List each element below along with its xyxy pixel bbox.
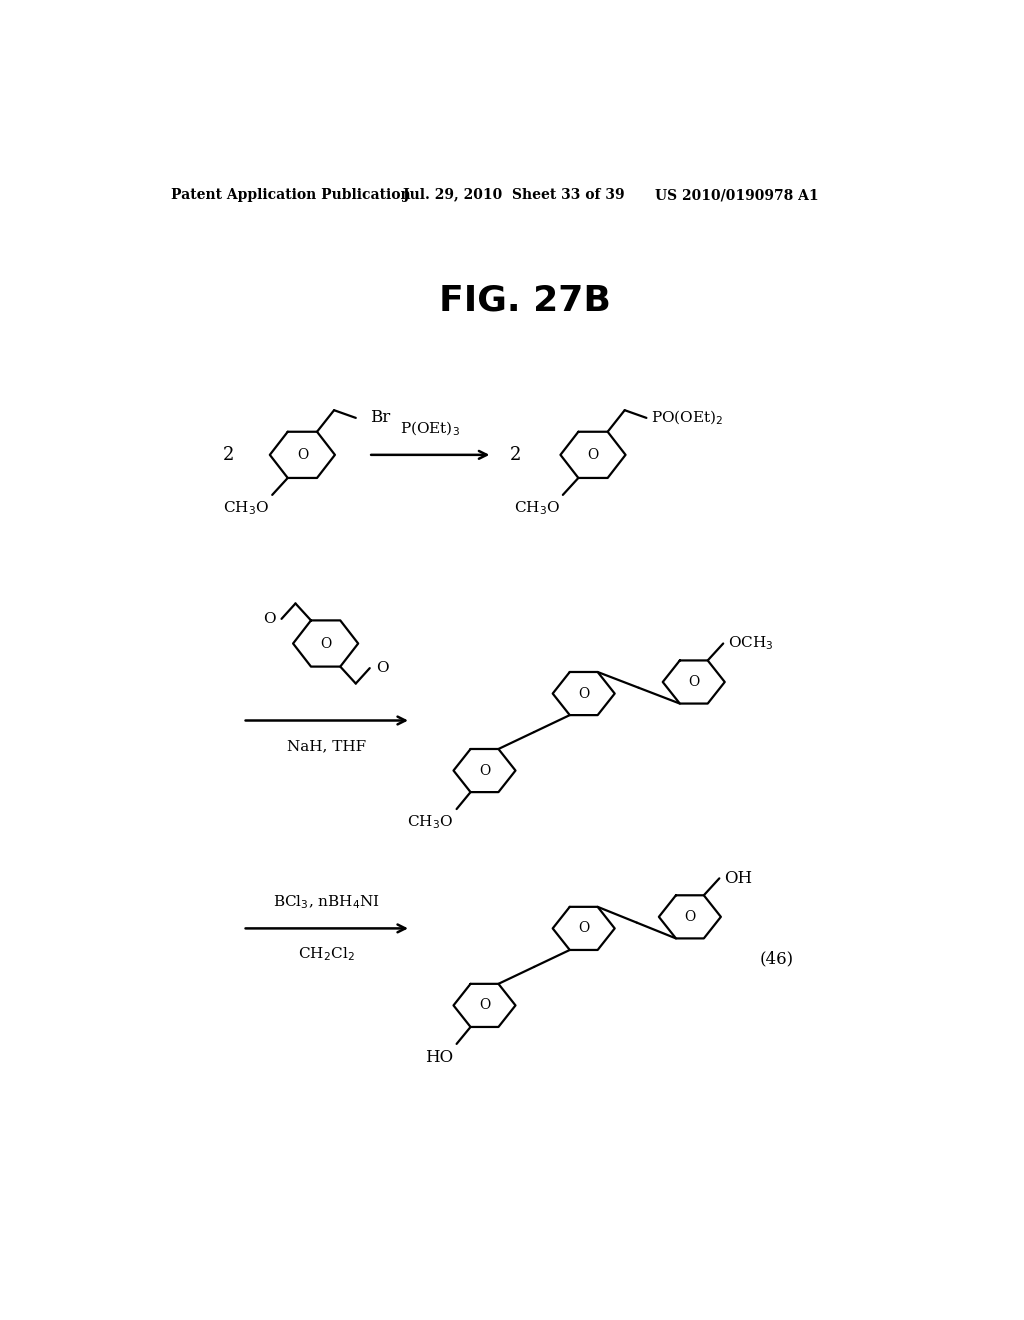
Text: CH$_3$O: CH$_3$O [408, 813, 454, 832]
Text: O: O [479, 763, 490, 777]
Text: O: O [263, 612, 275, 626]
Text: (46): (46) [760, 950, 794, 968]
Text: 2: 2 [510, 446, 521, 463]
Text: O: O [319, 636, 331, 651]
Text: O: O [684, 909, 695, 924]
Text: NaH, THF: NaH, THF [287, 739, 366, 754]
Text: HO: HO [425, 1048, 454, 1065]
Text: Patent Application Publication: Patent Application Publication [171, 189, 411, 202]
Text: O: O [688, 675, 699, 689]
Text: OCH$_3$: OCH$_3$ [728, 635, 773, 652]
Text: O: O [588, 447, 599, 462]
Text: O: O [579, 921, 590, 936]
Text: CH$_2$Cl$_2$: CH$_2$Cl$_2$ [298, 945, 354, 964]
Text: O: O [479, 998, 490, 1012]
Text: BCl$_3$, nBH$_4$NI: BCl$_3$, nBH$_4$NI [272, 894, 380, 911]
Text: FIG. 27B: FIG. 27B [439, 284, 610, 318]
Text: O: O [297, 447, 308, 462]
Text: Br: Br [370, 409, 390, 426]
Text: PO(OEt)$_2$: PO(OEt)$_2$ [651, 409, 723, 428]
Text: US 2010/0190978 A1: US 2010/0190978 A1 [655, 189, 818, 202]
Text: CH$_3$O: CH$_3$O [223, 499, 269, 517]
Text: O: O [376, 661, 388, 675]
Text: Jul. 29, 2010  Sheet 33 of 39: Jul. 29, 2010 Sheet 33 of 39 [403, 189, 625, 202]
Text: OH: OH [724, 870, 752, 887]
Text: CH$_3$O: CH$_3$O [514, 499, 560, 517]
Text: 2: 2 [223, 446, 234, 463]
Text: O: O [579, 686, 590, 701]
Text: P(OEt)$_3$: P(OEt)$_3$ [400, 420, 460, 438]
